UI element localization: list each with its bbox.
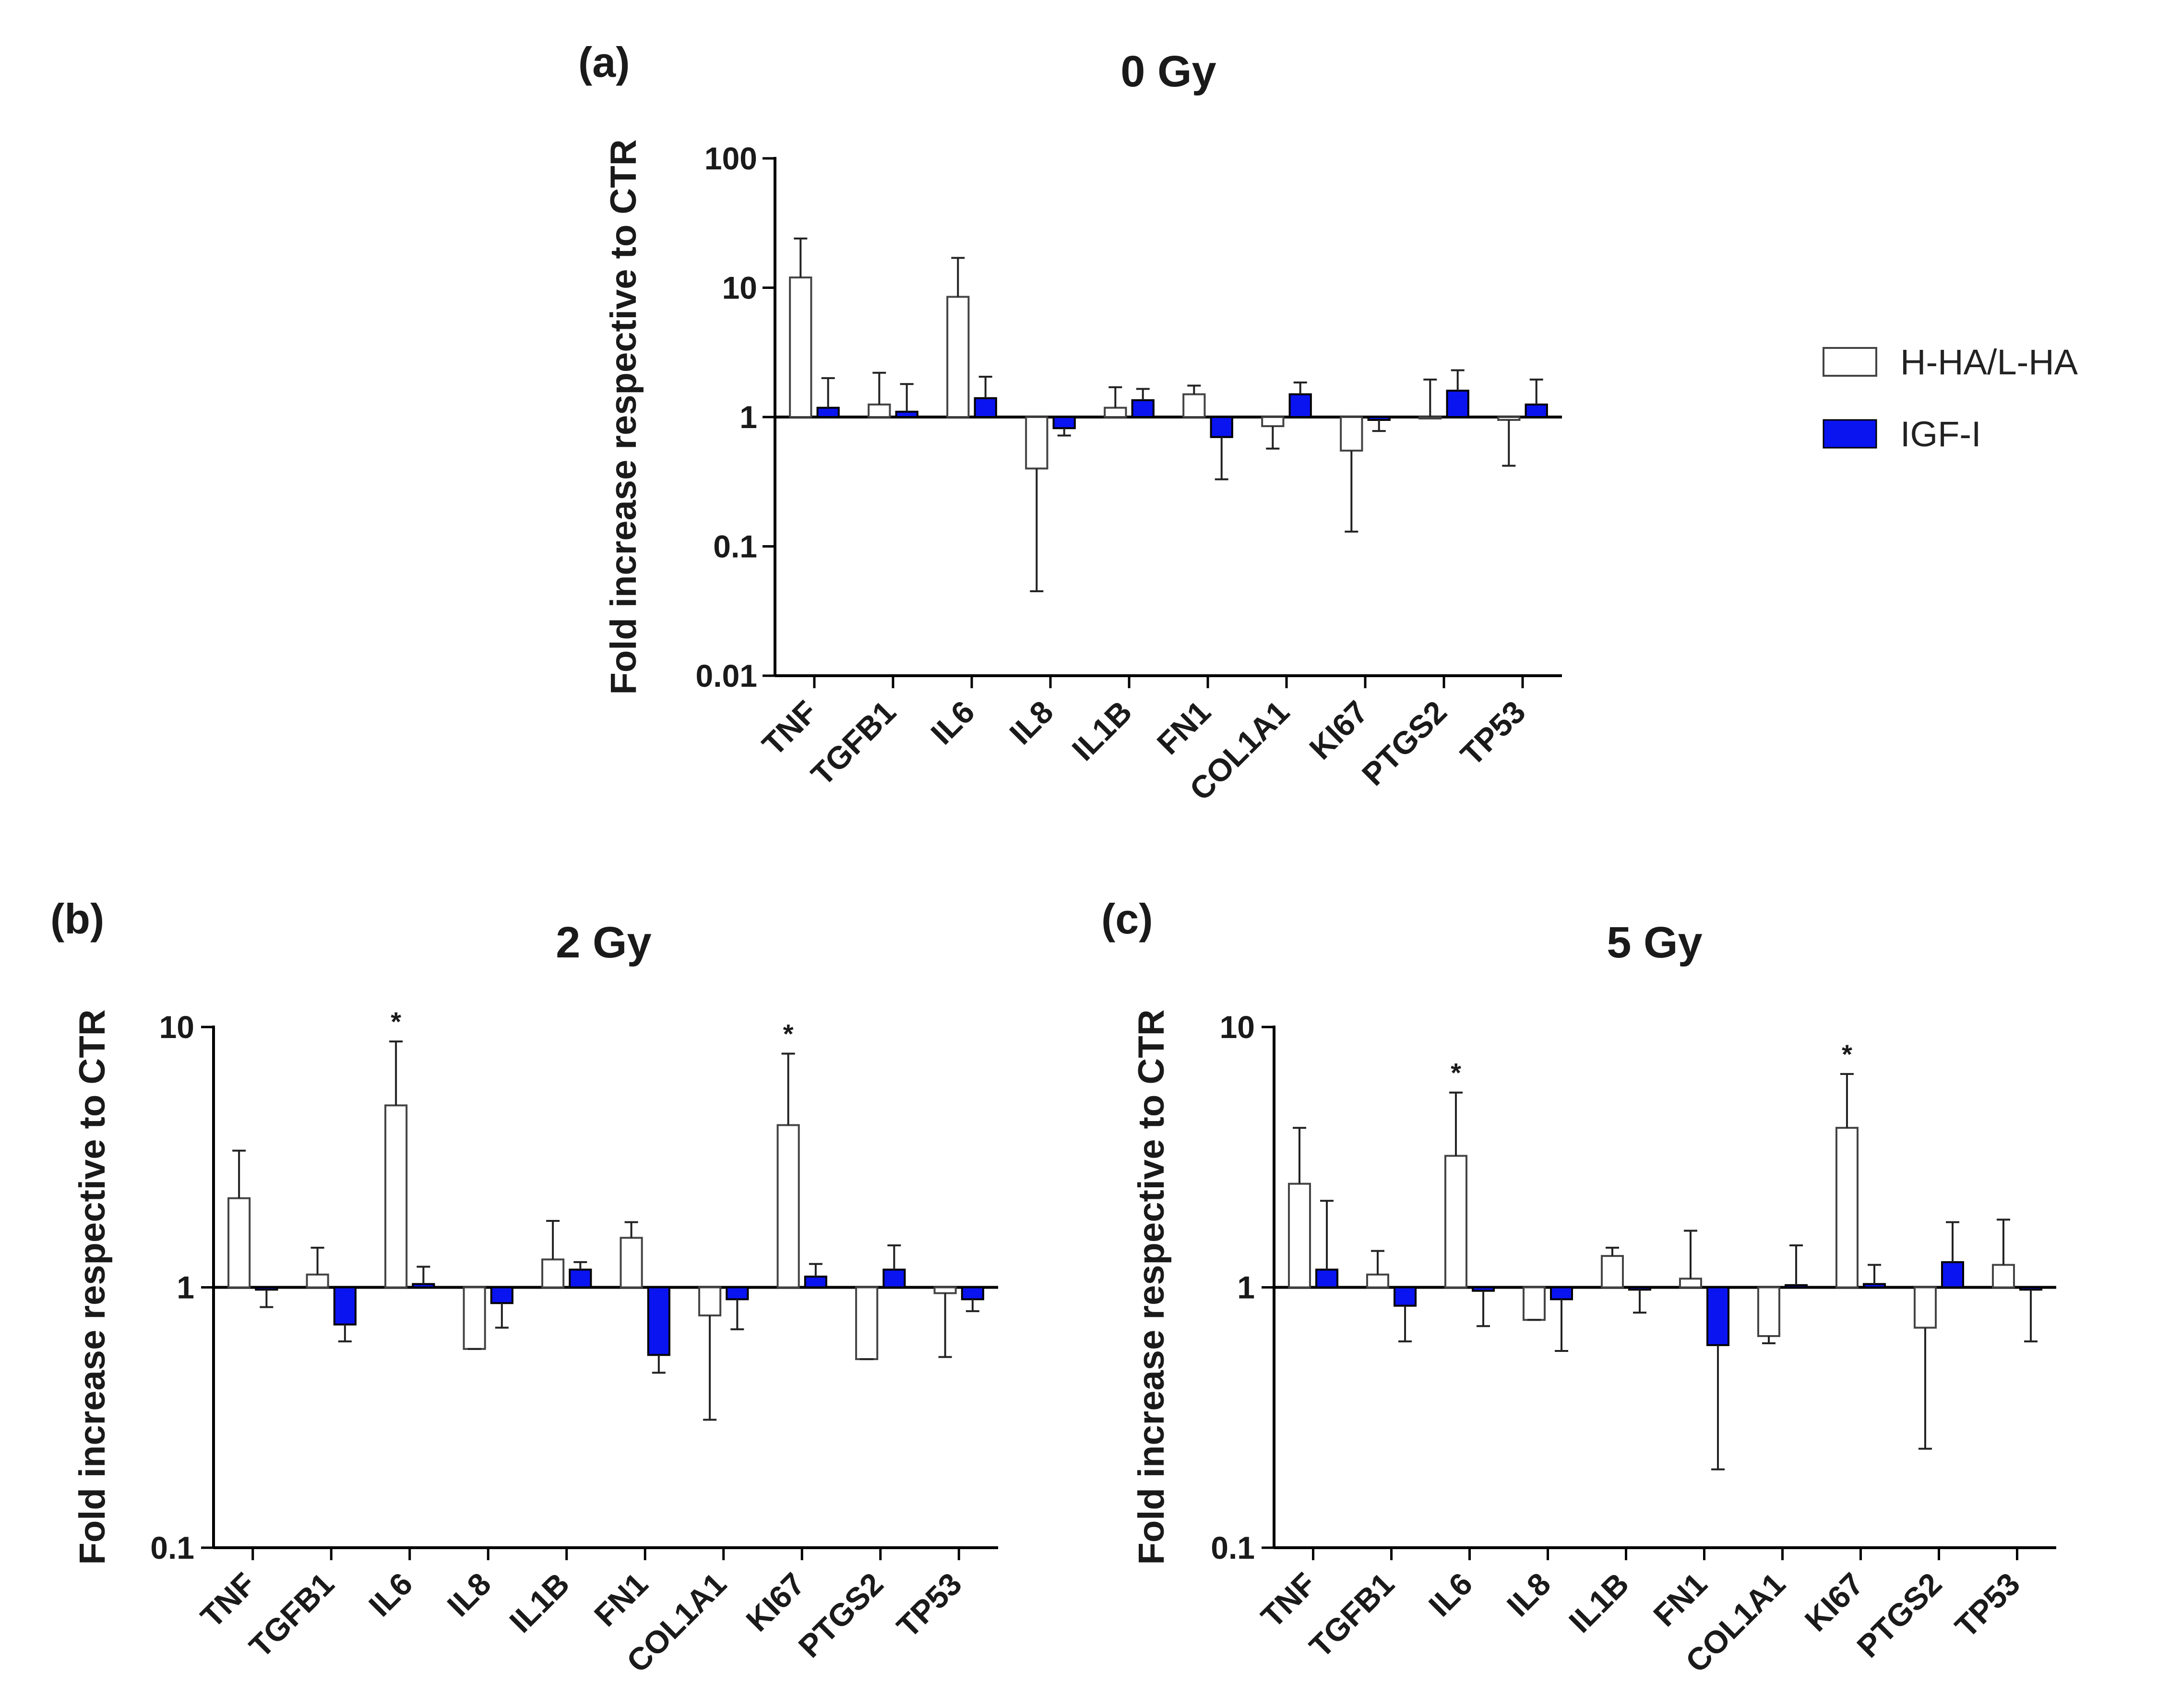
bar-igf: [895, 410, 918, 418]
y-tick-label: 10: [722, 270, 757, 306]
bar-h-ha: [463, 1286, 486, 1350]
panel-title: 0 Gy: [1120, 47, 1216, 96]
bar-h-ha: [1287, 1182, 1311, 1289]
legend-swatch-igf: [1823, 419, 1877, 449]
bar-igf: [333, 1286, 357, 1326]
y-tick-label: 10: [159, 1009, 194, 1045]
bar-h-ha: [1497, 416, 1521, 421]
bar-igf: [1550, 1286, 1573, 1301]
bar-h-ha: [1757, 1286, 1780, 1337]
panel-title: 2 Gy: [556, 918, 651, 967]
bar-h-ha: [541, 1258, 565, 1289]
y-axis-label: Fold increase respective to CTR: [603, 139, 644, 694]
bar-igf: [1131, 399, 1155, 418]
bar-igf: [647, 1286, 670, 1356]
y-axis-label: Fold increase respective to CTR: [72, 1009, 113, 1565]
y-tick-label: 0.01: [696, 658, 757, 693]
y-tick-label: 1: [1237, 1270, 1255, 1305]
bar-h-ha: [1835, 1127, 1859, 1289]
bar-h-ha: [789, 276, 812, 418]
bar-h-ha: [776, 1124, 800, 1289]
legend: H-HA/L-HA IGF-I: [1823, 342, 2078, 454]
bar-h-ha: [384, 1104, 408, 1289]
bar-h-ha: [946, 296, 970, 418]
bar-h-ha: [1679, 1278, 1702, 1289]
bar-h-ha: [227, 1197, 251, 1289]
panel-letter: (c): [1101, 895, 1153, 943]
bar-h-ha: [1104, 406, 1127, 418]
bar-h-ha: [1600, 1255, 1624, 1289]
bar-igf: [1315, 1268, 1339, 1289]
legend-swatch-h-ha: [1823, 347, 1877, 377]
panel-letter: (b): [50, 895, 104, 943]
bar-h-ha: [1025, 416, 1049, 470]
bar-igf: [816, 406, 840, 418]
significance-star: *: [391, 1006, 401, 1037]
bar-h-ha: [1522, 1286, 1546, 1321]
legend-label-igf: IGF-I: [1900, 414, 1981, 454]
bar-h-ha: [868, 403, 891, 418]
significance-star: *: [783, 1019, 794, 1049]
bar-igf: [1706, 1286, 1730, 1346]
y-tick-label: 1: [739, 399, 757, 435]
bar-igf: [412, 1283, 435, 1289]
bar-igf: [1446, 389, 1469, 418]
panel-letter: (a): [578, 38, 630, 86]
y-axis-label: Fold increase respective to CTR: [1131, 1009, 1172, 1565]
bar-igf: [1525, 403, 1548, 418]
significance-star: *: [1842, 1039, 1852, 1069]
y-tick-label: 0.1: [713, 529, 757, 564]
bar-igf: [2019, 1286, 2043, 1291]
bar-h-ha: [698, 1286, 722, 1317]
bar-h-ha: [1444, 1155, 1467, 1289]
bar-h-ha: [1261, 416, 1285, 428]
bar-h-ha: [1991, 1264, 2015, 1289]
bar-h-ha: [306, 1273, 329, 1289]
bar-igf: [1288, 393, 1312, 418]
panel-title: 5 Gy: [1607, 918, 1702, 967]
bar-igf: [1472, 1286, 1495, 1292]
y-tick-label: 100: [704, 141, 757, 176]
bar-igf: [1052, 416, 1076, 430]
y-tick-label: 1: [177, 1270, 194, 1305]
bar-igf: [1367, 416, 1391, 421]
bar-h-ha: [620, 1237, 643, 1289]
bar-igf: [255, 1286, 278, 1291]
bar-h-ha: [1182, 393, 1206, 418]
bar-igf: [1863, 1283, 1886, 1289]
bar-igf: [490, 1286, 513, 1304]
bar-h-ha: [1913, 1286, 1937, 1329]
bar-igf: [1394, 1286, 1417, 1307]
bar-igf: [726, 1286, 749, 1301]
bar-h-ha: [1418, 416, 1442, 419]
legend-label-h-ha: H-HA/L-HA: [1900, 342, 2078, 382]
bar-h-ha: [1366, 1273, 1389, 1289]
bar-igf: [882, 1268, 906, 1289]
bar-igf: [1941, 1261, 1965, 1289]
y-tick-label: 0.1: [1211, 1530, 1255, 1565]
bar-h-ha: [933, 1286, 957, 1294]
bar-igf: [569, 1268, 592, 1289]
bar-h-ha: [855, 1286, 879, 1361]
bar-h-ha: [1340, 416, 1363, 452]
y-tick-label: 0.1: [150, 1530, 194, 1565]
bar-igf: [1628, 1286, 1652, 1291]
bar-igf: [961, 1286, 984, 1301]
significance-star: *: [1451, 1058, 1461, 1088]
y-tick-label: 10: [1220, 1009, 1255, 1045]
bar-igf: [804, 1276, 827, 1289]
bar-igf: [974, 397, 997, 418]
bar-igf: [1785, 1284, 1808, 1289]
bar-igf: [1210, 416, 1233, 438]
